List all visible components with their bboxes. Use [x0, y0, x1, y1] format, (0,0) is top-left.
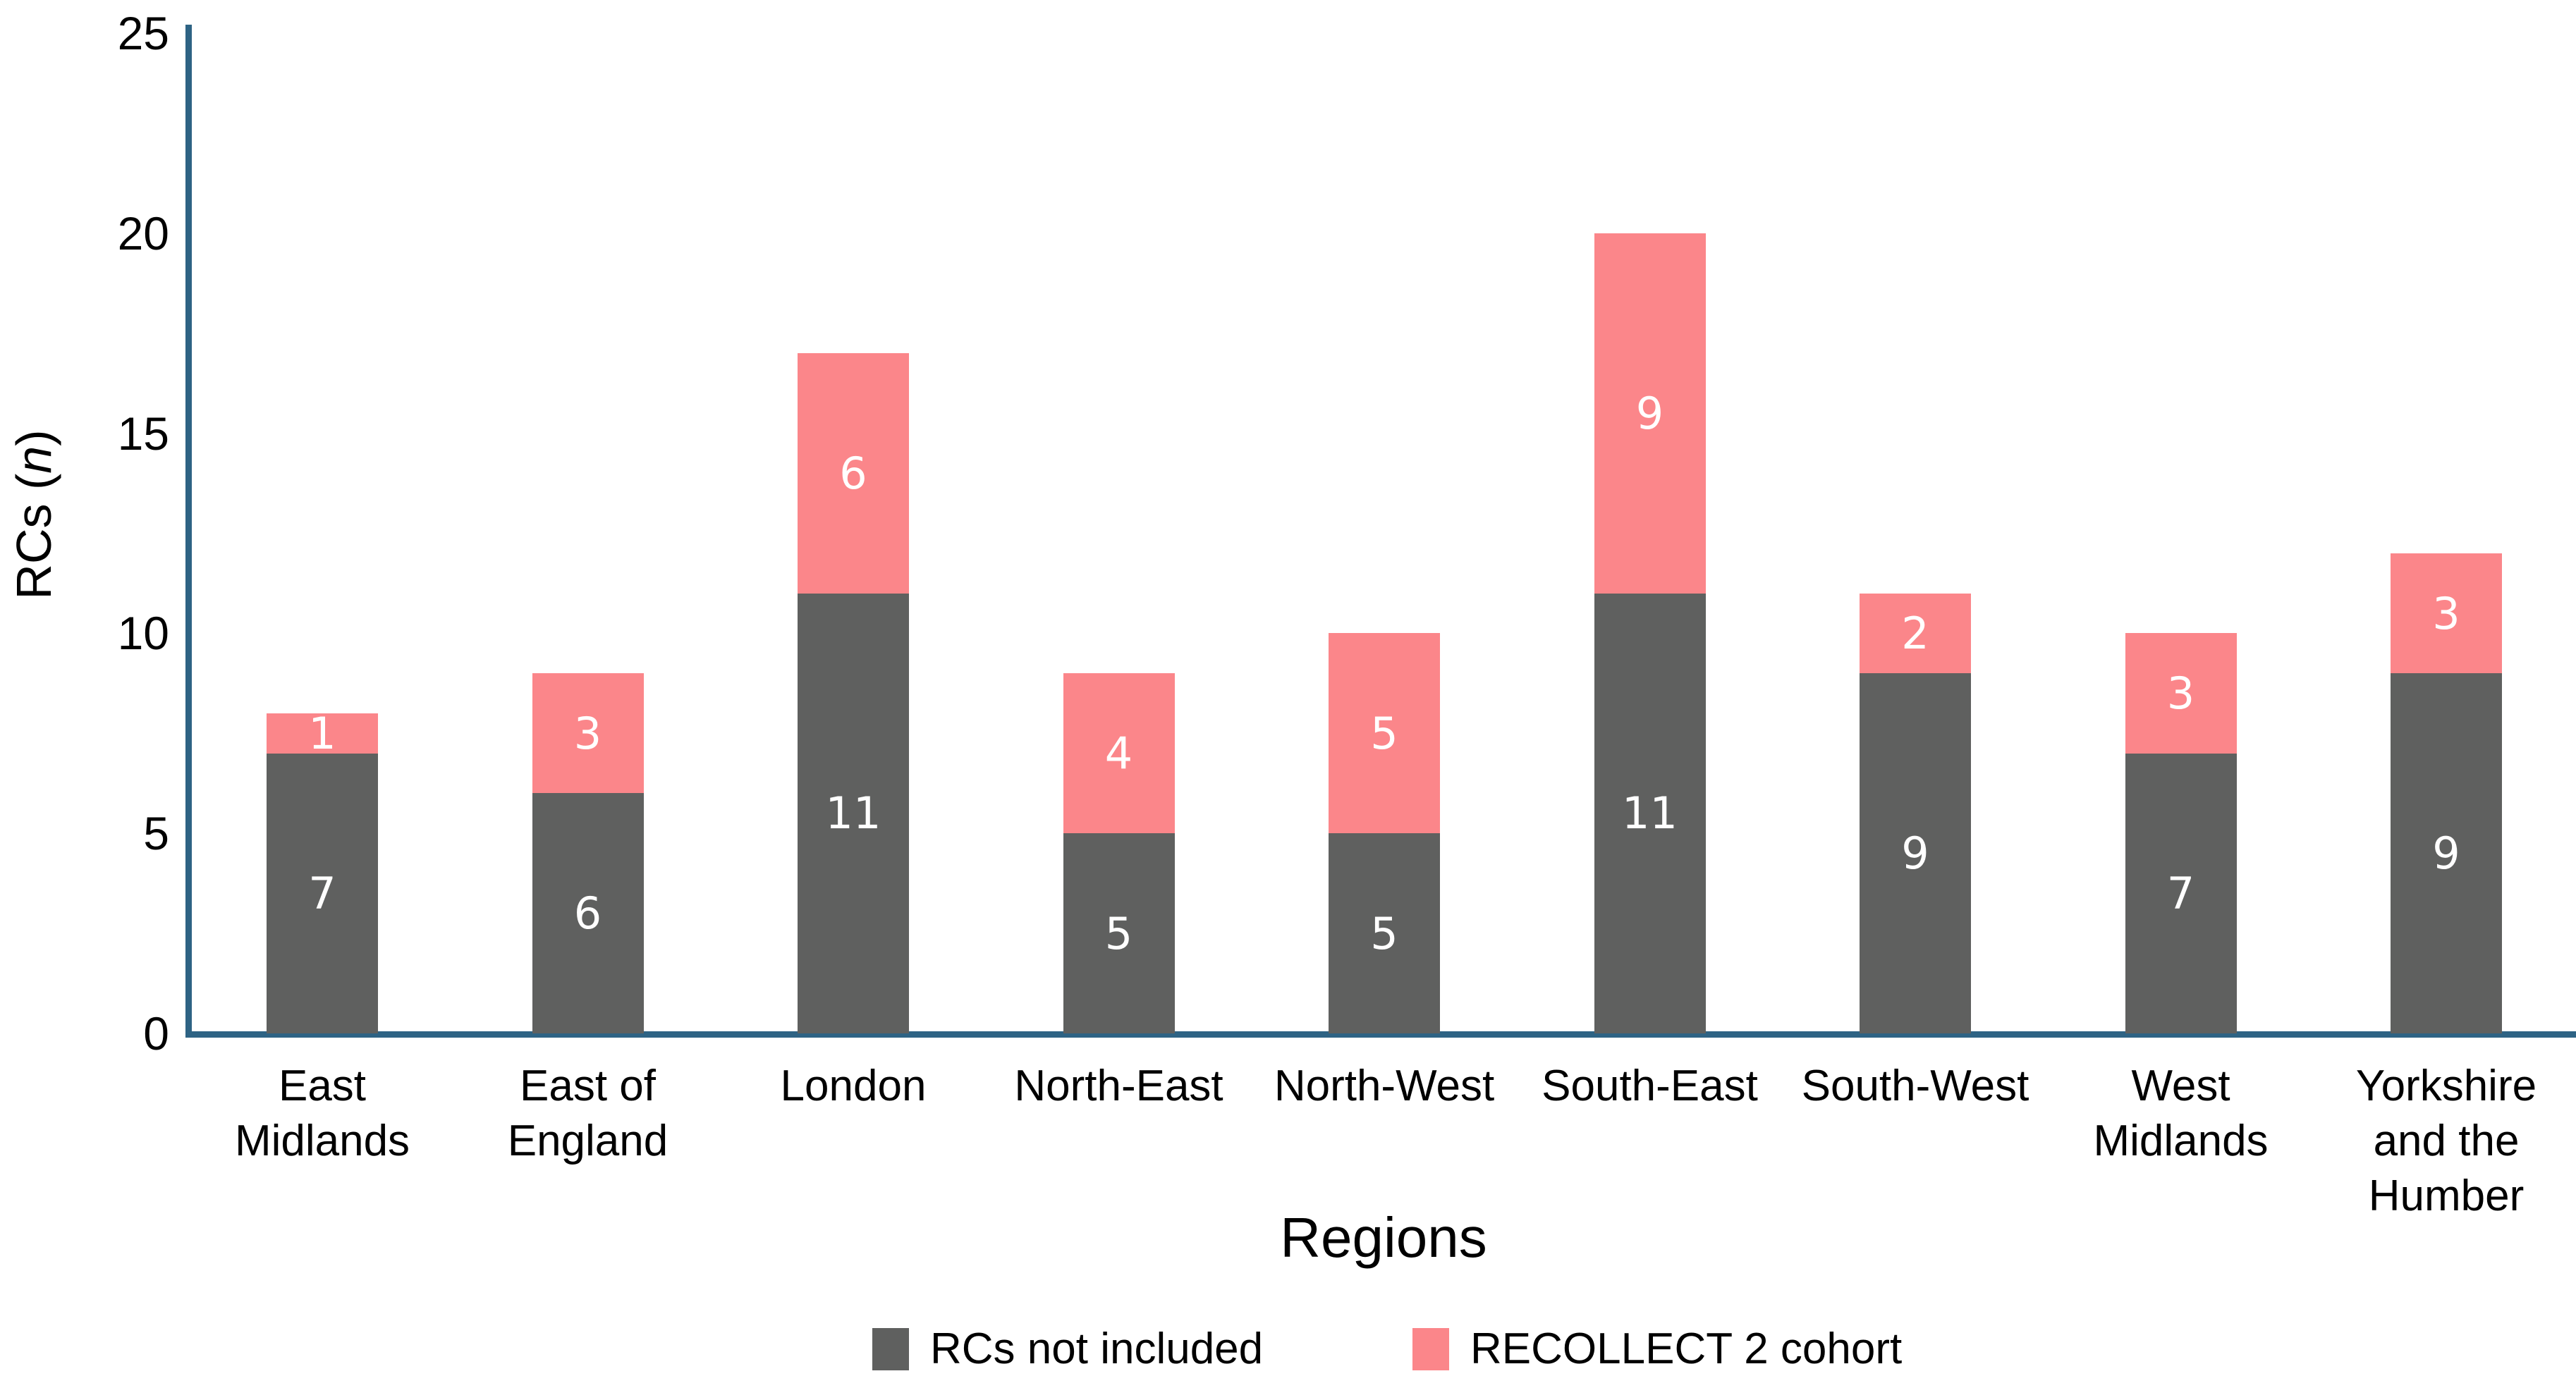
bar-segment-recollect-2-cohort: 3	[2391, 553, 2502, 674]
x-tick-label: West Midlands	[2040, 1059, 2322, 1169]
x-tick-label: South-East	[1509, 1059, 1791, 1114]
x-tick-label-line: London	[780, 1062, 927, 1110]
bar-value-label: 4	[1104, 727, 1133, 780]
bar-segment-rcs-not-included: 11	[798, 593, 909, 1033]
bar-value-label: 2	[1901, 607, 1929, 659]
bar-value-label: 5	[1104, 907, 1133, 959]
y-tick-label: 10	[117, 607, 169, 660]
y-axis-title-text: RCs (	[6, 473, 61, 600]
x-tick-label-line: East	[278, 1062, 367, 1110]
bar-value-label: 7	[2166, 867, 2195, 919]
bar-segment-recollect-2-cohort: 9	[1594, 233, 1706, 594]
legend-label: RECOLLECT 2 cohort	[1470, 1325, 1903, 1373]
bar-value-label: 11	[825, 787, 881, 840]
bar-value-label: 6	[573, 887, 602, 940]
bar-segment-recollect-2-cohort: 6	[798, 353, 909, 594]
bar-value-label: 5	[1370, 907, 1398, 959]
x-tick-label-line: South-West	[1801, 1062, 2029, 1110]
y-axis-title-italic: n	[6, 446, 61, 474]
bar-value-label: 3	[2166, 668, 2195, 720]
bar-segment-rcs-not-included: 5	[1329, 833, 1440, 1033]
legend-label: RCs not included	[930, 1325, 1264, 1373]
legend-swatch	[1412, 1327, 1449, 1370]
x-tick-label-line: and the	[2373, 1117, 2520, 1165]
bar-value-label: 9	[1635, 387, 1664, 439]
x-tick-label-line: Midlands	[2093, 1117, 2269, 1165]
x-tick-label-line: East of	[520, 1062, 656, 1110]
bar-segment-recollect-2-cohort: 2	[1860, 593, 1971, 674]
y-tick-label: 15	[117, 407, 169, 460]
x-tick-label-line: North-West	[1274, 1062, 1495, 1110]
legend-item: RECOLLECT 2 cohort	[1412, 1324, 1902, 1374]
x-tick-label-line: South-East	[1542, 1062, 1758, 1110]
bar-value-label: 9	[1901, 828, 1929, 880]
bar-segment-recollect-2-cohort: 5	[1329, 633, 1440, 834]
x-tick-label: North-West	[1243, 1059, 1525, 1114]
y-tick-label: 25	[117, 7, 169, 59]
y-tick-label: 0	[143, 1007, 169, 1059]
bar-value-label: 1	[308, 707, 336, 759]
y-axis-title-close: )	[6, 429, 61, 446]
x-tick-label-line: North-East	[1014, 1062, 1223, 1110]
x-tick-label: East Midlands	[181, 1059, 463, 1169]
x-tick-label: Yorkshire and the Humber	[2305, 1059, 2576, 1224]
bar-value-label: 6	[839, 447, 867, 499]
bar-value-label: 3	[573, 707, 602, 759]
x-tick-label-line: Yorkshire	[2355, 1062, 2537, 1110]
bar-segment-rcs-not-included: 11	[1594, 593, 1706, 1033]
x-tick-label: North-East	[978, 1059, 1260, 1114]
x-tick-label-line: Humber	[2368, 1172, 2525, 1220]
bar-segment-recollect-2-cohort: 3	[532, 673, 644, 794]
x-tick-label: East of England	[447, 1059, 729, 1169]
x-tick-label-line: West	[2131, 1062, 2230, 1110]
bar-segment-recollect-2-cohort: 4	[1063, 673, 1175, 834]
bar-value-label: 7	[308, 867, 336, 919]
bar-segment-rcs-not-included: 9	[1860, 673, 1971, 1033]
x-tick-label: South-West	[1774, 1059, 2056, 1114]
x-tick-label: London	[712, 1059, 994, 1114]
legend-item: RCs not included	[872, 1324, 1263, 1374]
bar-value-label: 11	[1622, 787, 1678, 840]
bar-value-label: 9	[2432, 828, 2460, 880]
legend-swatch	[872, 1327, 909, 1370]
x-tick-label-line: England	[507, 1117, 669, 1165]
bar-segment-rcs-not-included: 7	[267, 753, 378, 1033]
y-axis-title: RCs (n)	[6, 429, 62, 599]
x-tick-label-line: Midlands	[234, 1117, 410, 1165]
bar-value-label: 3	[2432, 587, 2460, 639]
y-axis-line	[185, 25, 192, 1038]
bar-segment-recollect-2-cohort: 1	[267, 708, 378, 759]
x-axis-line	[185, 1031, 2576, 1038]
bar-segment-recollect-2-cohort: 3	[2125, 633, 2237, 754]
bar-value-label: 5	[1370, 707, 1398, 759]
bar-segment-rcs-not-included: 7	[2125, 753, 2237, 1033]
x-axis-title: Regions	[1280, 1206, 1487, 1269]
bar-segment-rcs-not-included: 9	[2391, 673, 2502, 1033]
bar-segment-rcs-not-included: 5	[1063, 833, 1175, 1033]
y-tick-label: 20	[117, 207, 169, 259]
y-tick-label: 5	[143, 807, 169, 860]
bar-segment-rcs-not-included: 6	[532, 793, 644, 1033]
